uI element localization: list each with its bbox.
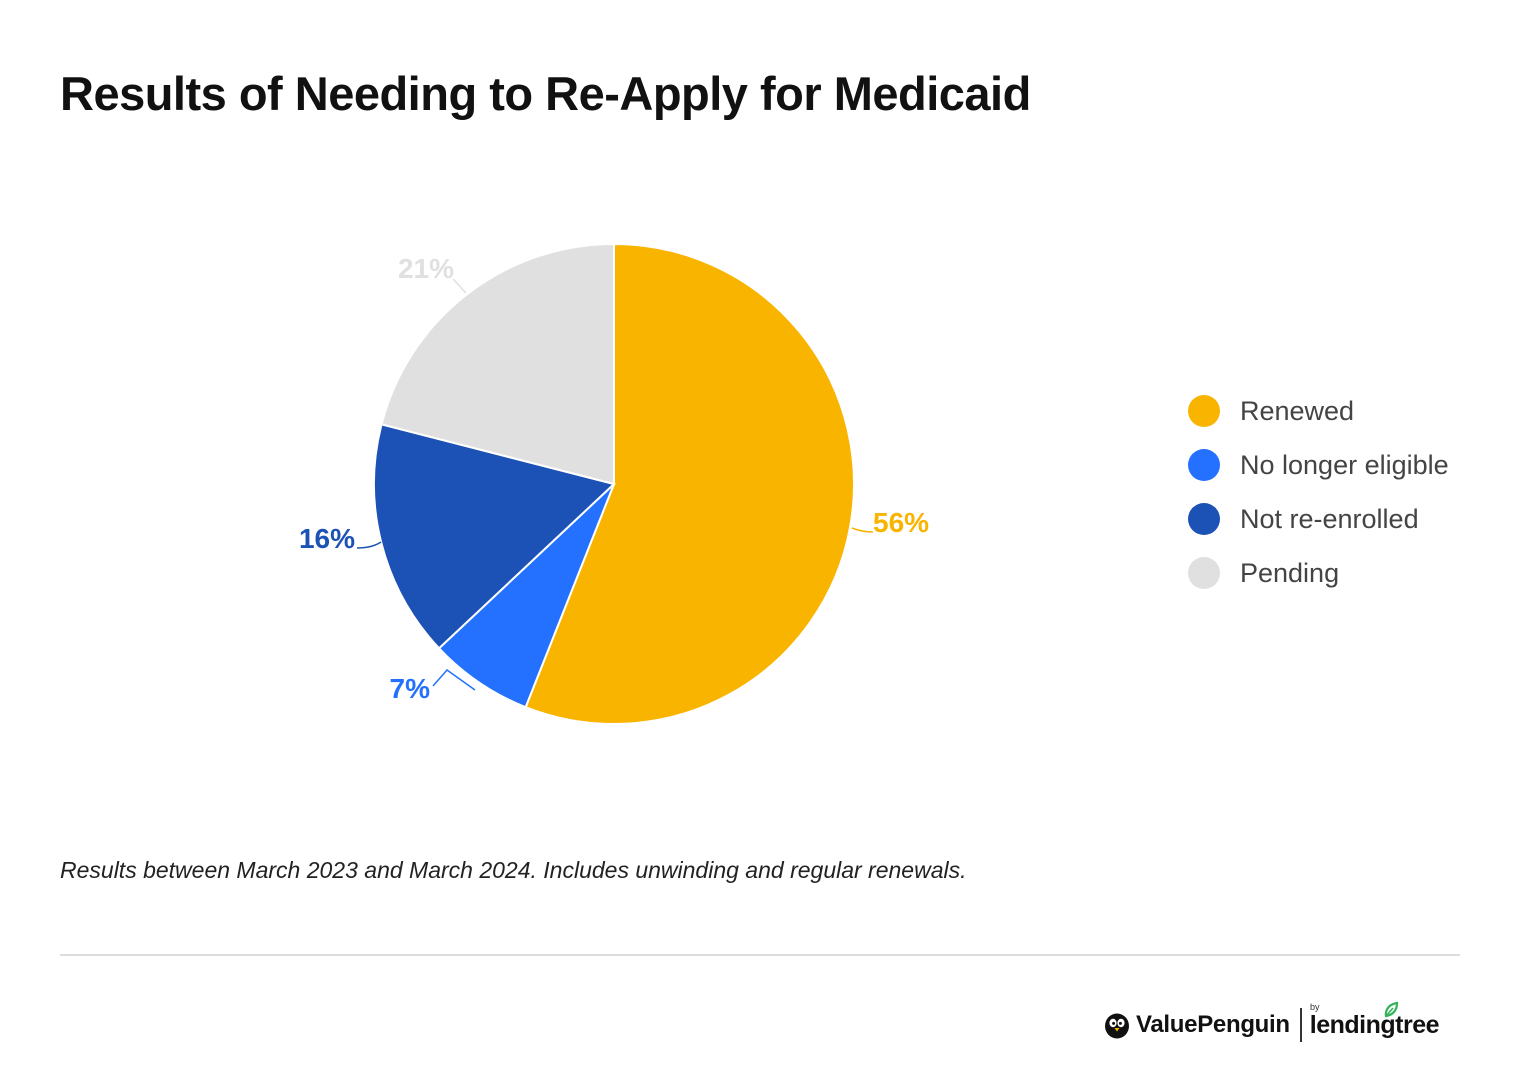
legend-label-pending: Pending: [1240, 557, 1340, 588]
legend-label-not-re-enrolled: Not re-enrolled: [1240, 503, 1419, 534]
data-label-not-re-enrolled: 16%: [299, 523, 355, 554]
brand-logo: ValuePenguin by lendingtree: [1104, 998, 1440, 1052]
pie-slice-pending: [380, 242, 615, 486]
legend-label-no-longer-eligible: No longer eligible: [1240, 449, 1449, 480]
legend-swatch-no-longer-eligible: [1188, 449, 1220, 481]
leader-line-not-re-enrolled: [356, 541, 382, 549]
pie-data-labels: 56% 7% 16% 21%: [299, 253, 929, 704]
lendingtree-wordmark: lendingtree: [1309, 1010, 1440, 1039]
by-text: by: [1310, 1002, 1320, 1012]
chart-footnote: Results between March 2023 and March 202…: [60, 857, 967, 883]
pie-chart: 56% 7% 16% 21%: [299, 242, 929, 725]
leader-line-renewed: [851, 527, 874, 533]
leader-line-no-longer-eligible: [432, 668, 476, 691]
pie-leader-lines: [356, 278, 874, 691]
leaf-icon: [1384, 1001, 1399, 1018]
pie-slice-not-re-enrolled: [373, 423, 617, 650]
pie-slice-renewed: [524, 242, 855, 725]
legend-item-no-longer-eligible: No longer eligible: [1188, 438, 1449, 492]
legend-swatch-not-re-enrolled: [1188, 503, 1220, 535]
valuepenguin-wordmark: ValuePenguin: [1136, 1011, 1290, 1038]
legend-label-renewed: Renewed: [1240, 395, 1355, 426]
pie-slices: [373, 242, 855, 725]
footer-divider: [60, 954, 1460, 956]
legend-item-renewed: Renewed: [1188, 384, 1449, 438]
penguin-icon: [1105, 1013, 1129, 1039]
legend-item-pending: Pending: [1188, 546, 1449, 600]
brand-separator: [1299, 1008, 1302, 1042]
legend-swatch-renewed: [1188, 395, 1220, 427]
data-label-renewed: 56%: [873, 507, 929, 538]
legend-item-not-re-enrolled: Not re-enrolled: [1188, 492, 1449, 546]
leader-line-pending: [452, 278, 467, 294]
legend-swatch-pending: [1188, 557, 1220, 589]
data-label-pending: 21%: [398, 253, 454, 284]
pie-slice-no-longer-eligible: [437, 483, 615, 709]
chart-legend: Renewed No longer eligible Not re-enroll…: [1188, 384, 1449, 600]
data-label-no-longer-eligible: 7%: [390, 673, 431, 704]
chart-title: Results of Needing to Re-Apply for Medic…: [60, 67, 1031, 120]
